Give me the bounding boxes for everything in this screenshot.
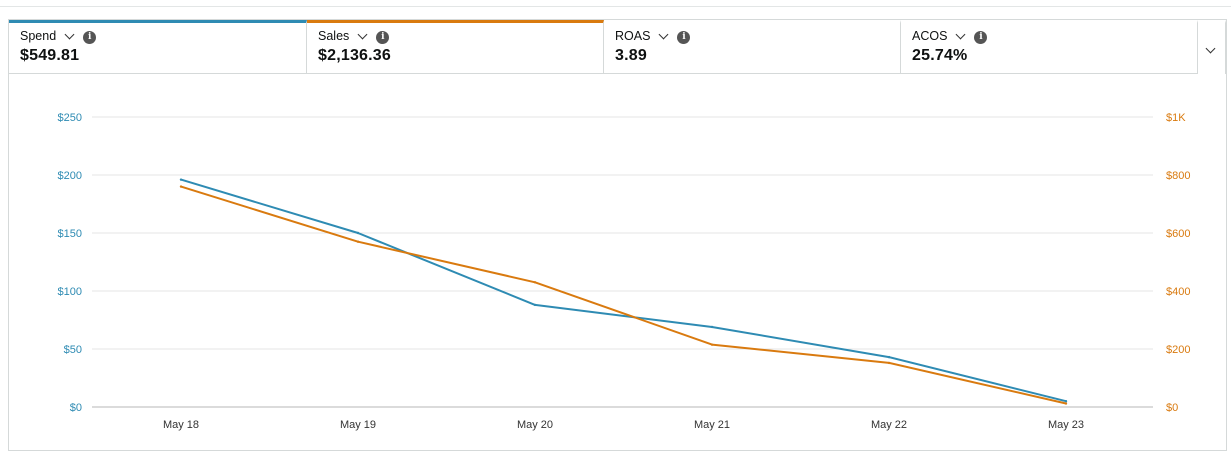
metric-tile-acos[interactable]: ACOS i 25.74% bbox=[901, 20, 1198, 74]
top-divider bbox=[0, 6, 1231, 7]
y-right-tick-label: $0 bbox=[1166, 402, 1178, 414]
metric-value: $549.81 bbox=[20, 47, 80, 64]
expand-metrics-button[interactable] bbox=[1198, 20, 1226, 74]
info-icon[interactable]: i bbox=[677, 31, 691, 44]
sales-data-point bbox=[533, 281, 537, 284]
spend-data-point bbox=[710, 325, 714, 329]
sales-data-point bbox=[356, 240, 360, 243]
y-right-tick-label: $400 bbox=[1166, 286, 1190, 298]
y-left-tick-label: $0 bbox=[70, 402, 82, 414]
sales-data-point bbox=[1064, 402, 1068, 405]
info-icon[interactable]: i bbox=[83, 31, 97, 44]
info-icon[interactable]: i bbox=[376, 31, 390, 44]
spend-data-point bbox=[887, 355, 891, 359]
y-left-tick-label: $50 bbox=[64, 344, 82, 356]
sales-data-point bbox=[710, 343, 714, 346]
metric-tile-sales[interactable]: Sales i $2,136.36 bbox=[307, 20, 604, 74]
metric-value: 3.89 bbox=[615, 47, 647, 64]
x-tick-label: May 18 bbox=[163, 419, 199, 431]
x-tick-label: May 22 bbox=[871, 419, 907, 431]
y-right-tick-label: $600 bbox=[1166, 228, 1190, 240]
metric-label: Spend bbox=[20, 29, 57, 43]
spend-data-point bbox=[1064, 400, 1068, 403]
x-tick-label: May 21 bbox=[694, 419, 730, 431]
x-tick-label: May 23 bbox=[1048, 419, 1084, 431]
performance-panel: Spend i $549.81 Sales i $2,136.36 ROAS i… bbox=[8, 19, 1227, 451]
y-left-tick-label: $100 bbox=[58, 286, 82, 298]
metric-value: $2,136.36 bbox=[318, 47, 391, 64]
sales-series-line bbox=[180, 185, 1067, 405]
y-left-tick-label: $200 bbox=[58, 170, 82, 182]
spend-data-point bbox=[356, 231, 360, 235]
x-tick-label: May 20 bbox=[517, 419, 553, 431]
metric-tiles: Spend i $549.81 Sales i $2,136.36 ROAS i… bbox=[9, 20, 1226, 74]
y-right-tick-label: $800 bbox=[1166, 170, 1190, 182]
y-left-tick-label: $250 bbox=[58, 112, 82, 124]
y-right-tick-label: $1K bbox=[1166, 112, 1186, 124]
x-tick-label: May 19 bbox=[340, 419, 376, 431]
metric-value: 25.74% bbox=[912, 47, 968, 64]
spend-data-point bbox=[179, 178, 183, 181]
metric-label: Sales bbox=[318, 29, 350, 43]
y-right-tick-label: $200 bbox=[1166, 344, 1190, 356]
spend-series-line bbox=[180, 178, 1067, 403]
metric-tile-spend[interactable]: Spend i $549.81 bbox=[9, 20, 307, 74]
info-icon[interactable]: i bbox=[974, 31, 988, 44]
sales-data-point bbox=[179, 185, 183, 188]
metric-label: ROAS bbox=[615, 29, 651, 43]
y-left-tick-label: $150 bbox=[58, 228, 82, 240]
metric-tile-roas[interactable]: ROAS i 3.89 bbox=[604, 20, 901, 74]
metric-label: ACOS bbox=[912, 29, 948, 43]
sales-data-point bbox=[887, 361, 891, 365]
spend-data-point bbox=[533, 303, 537, 307]
